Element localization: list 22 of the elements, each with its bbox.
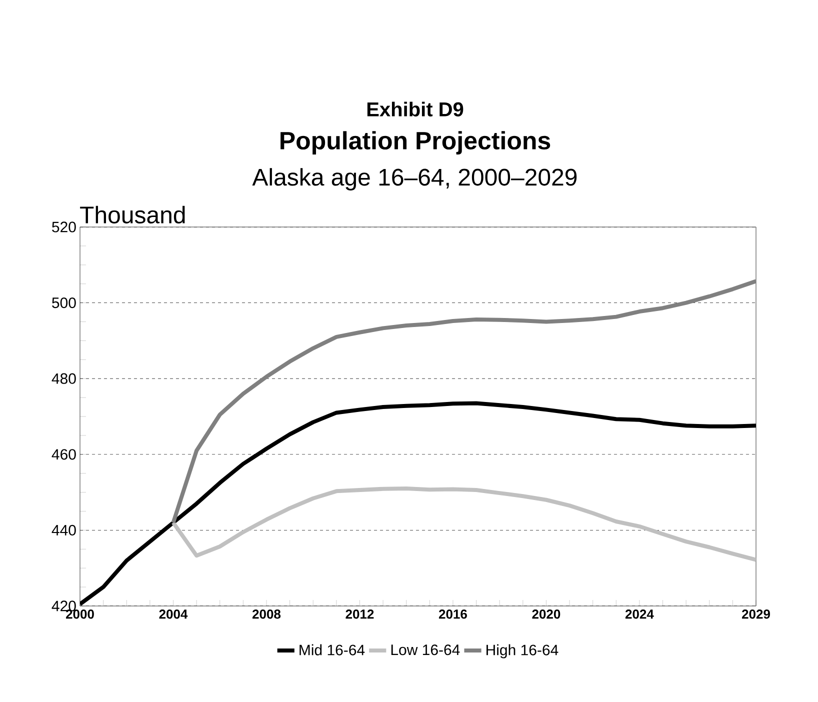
y-tick-label: 420 (52, 600, 76, 612)
x-tick-label: 2020 (532, 610, 560, 619)
legend-label: Mid 16-64 (300, 644, 365, 656)
text: Exhibit D9 (367, 102, 464, 116)
x-tick-label: 2012 (346, 610, 374, 619)
x-tick-label: 2004 (159, 610, 188, 619)
x-tick-label: 2029 (742, 610, 770, 619)
y-tick-label: 520 (52, 222, 76, 232)
y-axis-title: Thousand (80, 206, 185, 224)
y-tick-label: 500 (52, 297, 76, 308)
line-series (171, 279, 756, 525)
y-tick-label: 460 (52, 449, 76, 460)
y-tick-label: 440 (52, 524, 76, 536)
chart-subtitle: Alaska age 16–64, 2000–2029 (252, 168, 577, 190)
legend-label: Low 16-64 (391, 644, 460, 656)
y-tick-label: 480 (52, 373, 76, 384)
x-tick-label: 2000 (66, 610, 94, 619)
chart-title: Population Projections (280, 131, 550, 154)
x-tick-label: 2016 (438, 610, 467, 619)
x-tick-label: 2008 (252, 610, 281, 619)
legend-label: High 16-64 (486, 644, 558, 658)
x-tick-label: 2024 (625, 610, 654, 619)
